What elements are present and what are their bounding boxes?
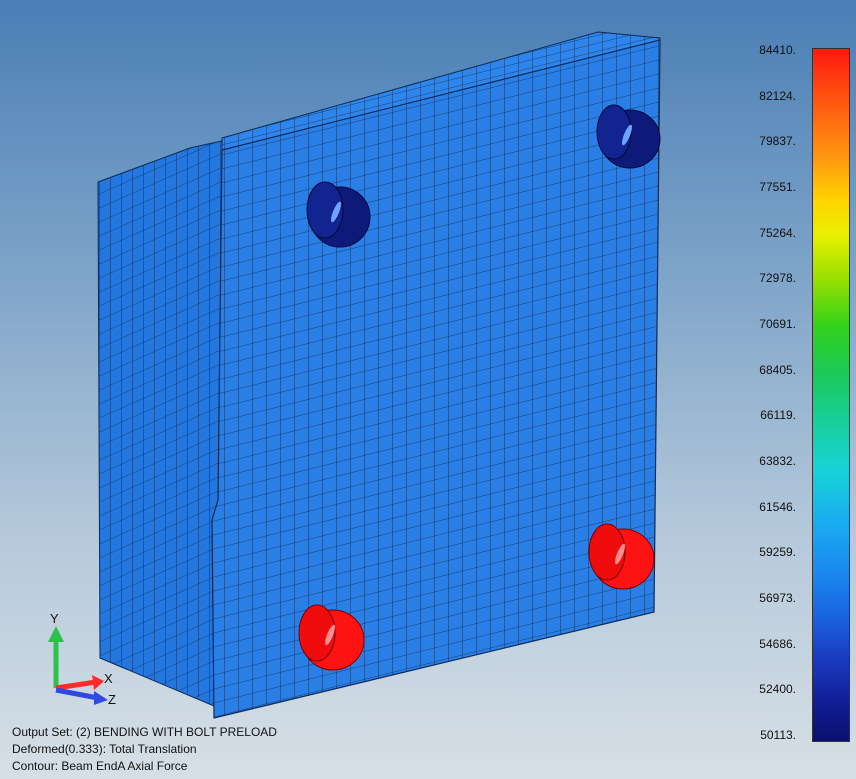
legend-value-3: 77551. [759,180,796,194]
bolt-top-right[interactable] [596,104,661,169]
legend-value-8: 66119. [760,408,796,423]
legend-value-15: 50113. [760,728,796,742]
z-arrow-icon [94,691,108,705]
contour-text: Contour: Beam EndA Axial Force [12,759,188,773]
legend-value-5: 72978. [759,271,796,286]
mesh-main-plate[interactable] [211,39,661,719]
legend-value-13: 54686. [759,636,796,651]
bolt-bottom-left[interactable] [298,604,365,671]
legend-value-0: 84410. [759,43,796,57]
output-set-text: Output Set: (2) BENDING WITH BOLT PRELOA… [12,725,277,739]
legend-value-9: 63832. [759,454,796,468]
legend-value-7: 68405. [759,362,796,377]
mesh-left-flange[interactable] [97,139,227,707]
deformed-text: Deformed(0.333): Total Translation [12,742,197,756]
legend-value-1: 82124. [759,88,796,103]
legend-value-12: 56973. [759,591,796,605]
legend-value-4: 75264. [759,225,796,240]
y-arrow-icon [48,626,64,642]
x-arrow-icon [92,675,104,690]
legend-value-10: 61546. [759,499,796,514]
legend-value-6: 70691. [759,317,796,331]
legend-value-11: 59259. [759,545,796,560]
triad-x-label: X [104,671,113,686]
legend-value-2: 79837. [759,134,796,149]
triad-z-label: Z [108,692,116,707]
bolt-bottom-right[interactable] [588,523,655,590]
triad-y-label: Y [50,611,59,626]
bolt-top-left[interactable] [306,181,371,248]
fem-mesh-model[interactable] [97,31,661,719]
contour-color-bar [812,48,850,742]
output-info-panel: Output Set: (2) BENDING WITH BOLT PRELOA… [12,724,277,775]
legend-value-14: 52400. [759,682,796,697]
axis-triad: Y X Z [48,611,116,707]
